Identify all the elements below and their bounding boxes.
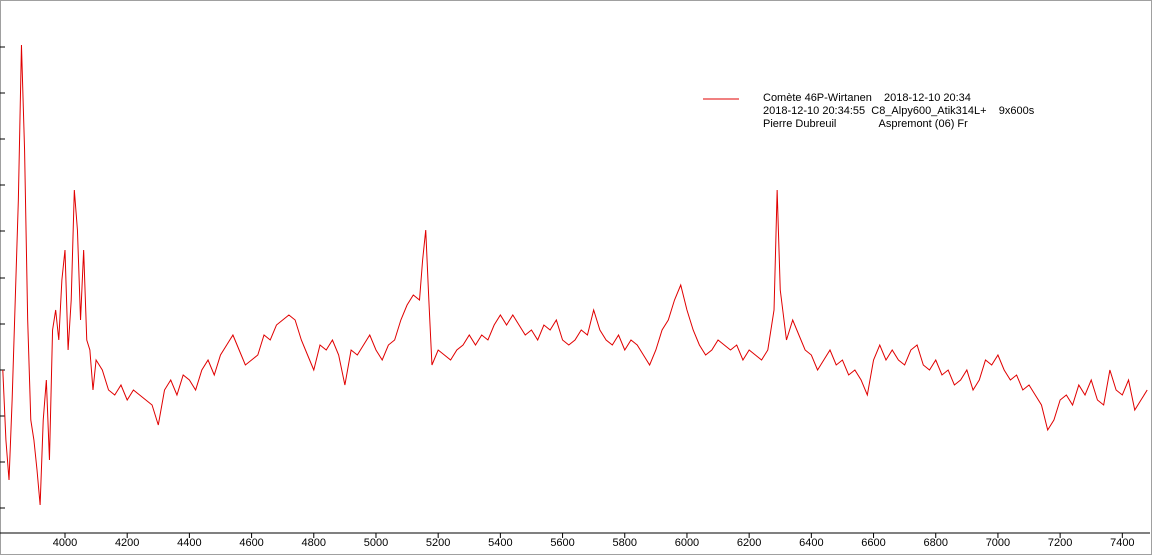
x-tick-label: 4800: [302, 537, 326, 549]
x-tick-label: 6400: [799, 537, 823, 549]
x-tick-label: 5800: [613, 537, 637, 549]
x-tick-label: 4400: [177, 537, 201, 549]
x-tick-label: 4000: [53, 537, 77, 549]
spectrum-line: [2, 44, 1148, 506]
legend-annotation: Pierre Dubreuil Aspremont (06) Fr: [763, 118, 968, 130]
x-tick-label: 5600: [550, 537, 574, 549]
x-tick-label: 6800: [923, 537, 947, 549]
x-tick-label: 5200: [426, 537, 450, 549]
x-tick-label: 5000: [364, 537, 388, 549]
x-tick-label: 5400: [488, 537, 512, 549]
x-tick-label: 7400: [1110, 537, 1134, 549]
x-tick-label: 6600: [861, 537, 885, 549]
x-tick-label: 7000: [986, 537, 1010, 549]
x-tick-label: 4600: [239, 537, 263, 549]
x-tick-label: 4200: [115, 537, 139, 549]
x-tick-label: 6200: [737, 537, 761, 549]
x-tick-label: 6000: [675, 537, 699, 549]
legend-label: Comète 46P-Wirtanen 2018-12-10 20:34: [763, 92, 971, 104]
x-tick-label: 7200: [1048, 537, 1072, 549]
legend-annotation: 2018-12-10 20:34:55 C8_Alpy600_Atik314L+…: [763, 105, 1035, 117]
